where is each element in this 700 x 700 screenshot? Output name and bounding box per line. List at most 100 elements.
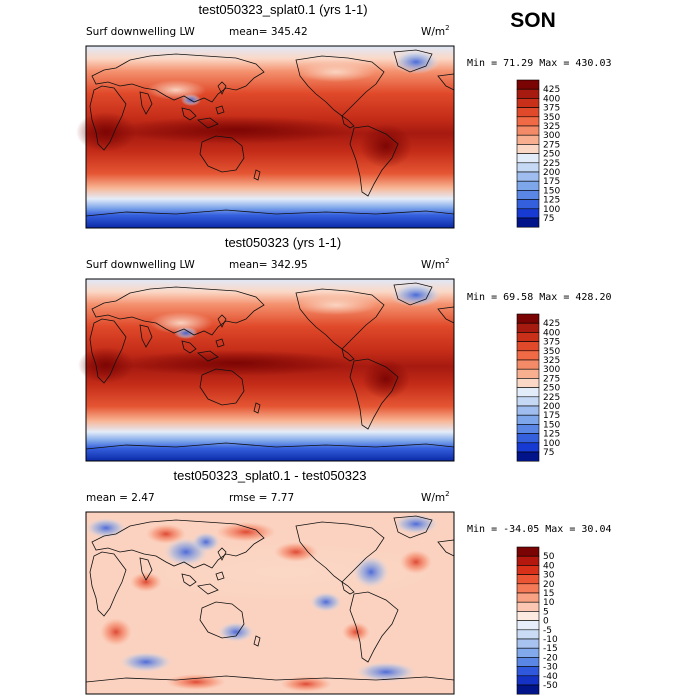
panel-2-minmax: Min = 69.58 Max = 428.20 xyxy=(467,292,612,303)
colorbar-tick-label: 425 xyxy=(543,319,560,329)
colorbar-box xyxy=(516,190,540,200)
colorbar-box xyxy=(516,565,540,575)
colorbar-box xyxy=(516,414,540,425)
colorbar-box xyxy=(516,144,540,154)
colorbar-box xyxy=(516,657,540,667)
colorbar-box xyxy=(516,675,540,686)
colorbar-tick-label: 150 xyxy=(543,420,560,430)
colorbar-box xyxy=(516,546,540,557)
colorbar-tick-label: -20 xyxy=(543,653,558,663)
colorbar-box xyxy=(516,180,540,191)
panel-3-minmax: Min = -34.05 Max = 30.04 xyxy=(467,524,612,535)
panel-2-variable: Surf downwelling LW xyxy=(86,259,195,271)
colorbar-tick-label: 15 xyxy=(543,589,554,599)
colorbar-box xyxy=(516,684,540,695)
panel-2: test050323 (yrs 1-1) Surf downwelling LW… xyxy=(78,235,612,462)
colorbar-box xyxy=(516,162,540,173)
colorbar-box xyxy=(516,647,540,658)
panel-2-title: test050323 (yrs 1-1) xyxy=(225,235,341,250)
panel-3-map xyxy=(85,511,455,695)
panel-3-rmse: rmse = 7.77 xyxy=(229,492,294,504)
colorbar-box xyxy=(516,171,540,182)
colorbar-tick-label: 375 xyxy=(543,104,560,114)
colorbar-tick-label: -30 xyxy=(543,663,558,673)
colorbar-tick-label: 200 xyxy=(543,402,560,412)
colorbar-tick-label: -10 xyxy=(543,635,558,645)
colorbar-box xyxy=(516,134,540,145)
panel-3-units: W/m2 xyxy=(421,490,450,504)
colorbar-tick-label: 250 xyxy=(543,150,560,160)
colorbar-box xyxy=(516,125,540,136)
colorbar-tick-label: 325 xyxy=(543,122,560,132)
colorbar-box xyxy=(516,350,540,361)
panel-1-map xyxy=(76,45,455,229)
colorbar-box xyxy=(516,313,540,324)
colorbar-box xyxy=(516,638,540,649)
colorbar-box xyxy=(516,629,540,640)
colorbar-tick-label: 30 xyxy=(543,571,555,581)
panel-2-colorbar: 4254003753503253002752502252001751501251… xyxy=(516,313,560,462)
panel-1-mean: mean= 345.42 xyxy=(229,26,308,38)
colorbar-box xyxy=(516,322,540,333)
colorbar-tick-label: 175 xyxy=(543,411,560,421)
colorbar-box xyxy=(516,368,540,379)
colorbar-tick-label: 175 xyxy=(543,177,560,187)
colorbar-tick-label: -40 xyxy=(543,672,558,682)
colorbar-box xyxy=(516,451,540,462)
colorbar-tick-label: 20 xyxy=(543,580,555,590)
colorbar-tick-label: 350 xyxy=(543,113,560,123)
colorbar-box xyxy=(516,574,540,585)
colorbar-tick-label: 250 xyxy=(543,384,560,394)
colorbar-tick-label: 0 xyxy=(543,617,549,627)
colorbar-box xyxy=(516,98,540,108)
colorbar-box xyxy=(516,666,540,677)
colorbar-tick-label: 125 xyxy=(543,430,560,440)
panel-3-title: test050323_splat0.1 - test050323 xyxy=(174,468,367,483)
colorbar-tick-label: 40 xyxy=(543,561,555,571)
colorbar-tick-label: 225 xyxy=(543,393,560,403)
colorbar-box xyxy=(516,583,540,594)
colorbar-tick-label: 50 xyxy=(543,552,555,562)
panel-2-mean: mean= 342.95 xyxy=(229,259,308,271)
colorbar-box xyxy=(516,433,540,444)
colorbar-box xyxy=(516,601,540,612)
panel-2-units: W/m2 xyxy=(421,257,450,271)
colorbar-box xyxy=(516,442,540,453)
panel-1: test050323_splat0.1 (yrs 1-1) Surf downw… xyxy=(76,2,612,229)
colorbar-box xyxy=(516,592,540,603)
season-label: SON xyxy=(510,9,556,32)
colorbar-tick-label: 400 xyxy=(543,328,560,338)
colorbar-box xyxy=(516,332,540,342)
colorbar-box xyxy=(516,424,540,434)
colorbar-box xyxy=(516,199,540,210)
panel-3-mean: mean = 2.47 xyxy=(86,492,155,504)
colorbar-box xyxy=(516,116,540,127)
colorbar-tick-label: 100 xyxy=(543,439,560,449)
panel-1-colorbar: 4254003753503253002752502252001751501251… xyxy=(516,79,560,228)
colorbar-tick-label: 5 xyxy=(543,607,549,617)
colorbar-tick-label: 75 xyxy=(543,214,554,224)
panel-1-minmax: Min = 71.29 Max = 430.03 xyxy=(467,58,612,69)
colorbar-tick-label: 400 xyxy=(543,94,560,104)
colorbar-tick-label: -50 xyxy=(543,681,558,691)
colorbar-box xyxy=(516,620,540,631)
colorbar-box xyxy=(516,611,540,621)
colorbar-tick-label: 325 xyxy=(543,356,560,366)
colorbar-box xyxy=(516,88,540,99)
colorbar-tick-label: 225 xyxy=(543,159,560,169)
colorbar-box xyxy=(516,217,540,228)
colorbar-tick-label: 200 xyxy=(543,168,560,178)
colorbar-tick-label: 425 xyxy=(543,85,560,95)
colorbar-box xyxy=(516,79,540,90)
colorbar-box xyxy=(516,341,540,352)
panel-1-title: test050323_splat0.1 (yrs 1-1) xyxy=(198,2,367,17)
colorbar-tick-label: 10 xyxy=(543,598,555,608)
colorbar-tick-label: 275 xyxy=(543,140,560,150)
colorbar-tick-label: -5 xyxy=(543,626,552,636)
colorbar-tick-label: -15 xyxy=(543,644,558,654)
colorbar-box xyxy=(516,208,540,219)
colorbar-tick-label: 100 xyxy=(543,205,560,215)
panel-2-map xyxy=(78,278,455,462)
